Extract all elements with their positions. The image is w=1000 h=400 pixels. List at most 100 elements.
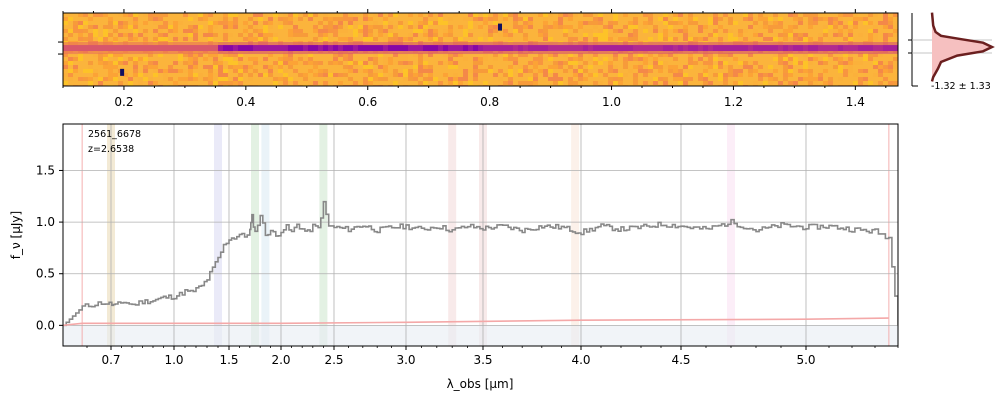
heatmap-cell	[383, 33, 388, 37]
trace-halo	[598, 51, 603, 55]
heatmap-cell	[678, 69, 683, 73]
trace-halo	[538, 42, 543, 46]
heatmap-cell	[353, 33, 358, 37]
trace-halo	[533, 51, 538, 55]
heatmap-cell	[413, 25, 418, 29]
heatmap-cell	[343, 57, 348, 61]
trace-halo	[648, 51, 653, 55]
trace-cell	[388, 45, 393, 52]
trace-cell	[448, 45, 453, 52]
trace-halo	[93, 42, 98, 46]
heatmap-cell	[873, 25, 878, 29]
heatmap-cell	[888, 25, 893, 29]
trace-halo	[68, 51, 73, 55]
trace-halo	[193, 51, 198, 55]
trace-halo	[508, 51, 513, 55]
trace-cell	[78, 45, 83, 52]
flux-series	[63, 200, 898, 327]
heatmap-cell	[343, 53, 348, 57]
heatmap-cell	[168, 29, 173, 33]
heatmap-cell	[783, 69, 788, 73]
heatmap-cell	[848, 21, 853, 25]
heatmap-cell	[603, 33, 608, 37]
heatmap-cell	[253, 61, 258, 65]
heatmap-cell	[708, 33, 713, 37]
heatmap-cell	[653, 65, 658, 69]
heatmap-cell	[783, 65, 788, 69]
trace-halo	[83, 51, 88, 55]
trace-halo	[518, 42, 523, 46]
heat-x-tick-label: 0.8	[480, 95, 499, 109]
heatmap-cell	[253, 25, 258, 29]
trace-halo	[513, 42, 518, 46]
heatmap-cell	[843, 25, 848, 29]
heatmap-cell	[783, 37, 788, 41]
trace-cell	[428, 45, 433, 52]
trace-halo	[718, 51, 723, 55]
trace-halo	[698, 42, 703, 46]
trace-halo	[558, 51, 563, 55]
heatmap-cell	[708, 17, 713, 21]
heatmap-cell	[713, 13, 718, 17]
heatmap-cell	[598, 69, 603, 73]
heatmap-cell	[858, 33, 863, 37]
trace-halo	[423, 51, 428, 55]
trace-halo	[723, 42, 728, 46]
heatmap-cell	[583, 29, 588, 33]
heatmap-cell	[728, 53, 733, 57]
heatmap-cell	[103, 77, 108, 81]
heatmap-cell	[838, 57, 843, 61]
heatmap-cell	[833, 57, 838, 61]
heatmap-cell	[443, 61, 448, 65]
trace-halo	[848, 51, 853, 55]
heatmap-cell	[303, 13, 308, 17]
heatmap-cell	[848, 61, 853, 65]
trace-cell	[258, 45, 263, 52]
trace-cell	[138, 45, 143, 52]
heatmap-cell	[568, 61, 573, 65]
heatmap-cell	[238, 81, 243, 85]
heatmap-cell	[313, 69, 318, 73]
trace-halo	[428, 42, 433, 46]
heatmap-cell	[233, 69, 238, 73]
heatmap-cell	[743, 17, 748, 21]
trace-halo	[678, 51, 683, 55]
trace-halo	[358, 51, 363, 55]
heatmap-cell	[353, 29, 358, 33]
heatmap-cell	[788, 53, 793, 57]
heatmap-cell	[213, 57, 218, 61]
heatmap-cell	[793, 21, 798, 25]
heatmap-cell	[778, 53, 783, 57]
heatmap-cell	[238, 53, 243, 57]
heatmap-cell	[218, 69, 223, 73]
heatmap-cell	[698, 61, 703, 65]
heatmap-cell	[313, 37, 318, 41]
x-tick-label: 3.5	[473, 353, 492, 367]
heatmap-cell	[143, 21, 148, 25]
heatmap-cell	[768, 29, 773, 33]
heatmap-cell	[178, 21, 183, 25]
heatmap-cell	[808, 13, 813, 17]
heatmap-cell	[373, 69, 378, 73]
heatmap-cell	[883, 37, 888, 41]
heatmap-cell	[713, 57, 718, 61]
heatmap-cell	[573, 73, 578, 77]
heatmap-cell	[403, 53, 408, 57]
heatmap-cell	[673, 57, 678, 61]
trace-halo	[403, 51, 408, 55]
heatmap-cell	[483, 21, 488, 25]
heatmap-cell	[243, 69, 248, 73]
heatmap-cell	[568, 37, 573, 41]
heatmap-cell	[753, 81, 758, 85]
trace-halo	[873, 51, 878, 55]
heatmap-cell	[393, 53, 398, 57]
trace-cell	[348, 45, 353, 52]
heatmap-cell	[663, 77, 668, 81]
heatmap-cell	[688, 37, 693, 41]
heatmap-cell	[383, 17, 388, 21]
heatmap-cell	[473, 25, 478, 29]
heatmap-cell	[63, 81, 68, 85]
heatmap-cell	[153, 81, 158, 85]
heatmap-cell	[663, 21, 668, 25]
heatmap-cell	[423, 65, 428, 69]
